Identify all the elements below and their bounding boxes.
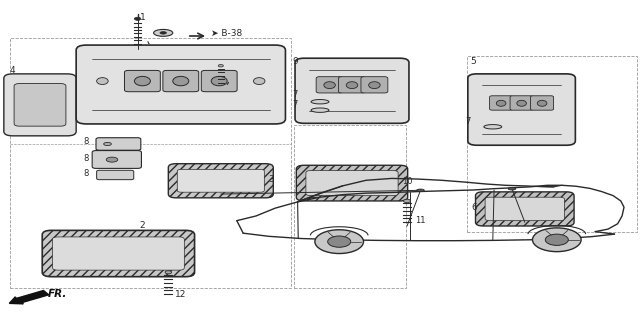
Text: 12: 12 (175, 290, 186, 299)
FancyBboxPatch shape (510, 96, 533, 110)
Bar (467, 56, 637, 232)
FancyArrow shape (10, 290, 49, 304)
FancyBboxPatch shape (201, 70, 237, 92)
Ellipse shape (160, 32, 166, 34)
Ellipse shape (538, 100, 547, 106)
FancyBboxPatch shape (316, 77, 343, 93)
FancyBboxPatch shape (306, 171, 398, 196)
Text: FR.: FR. (48, 289, 67, 299)
Ellipse shape (369, 82, 380, 89)
FancyBboxPatch shape (177, 169, 264, 192)
FancyBboxPatch shape (339, 77, 365, 93)
FancyBboxPatch shape (4, 74, 76, 136)
Text: 3: 3 (268, 175, 274, 184)
Text: 11: 11 (415, 216, 425, 225)
FancyBboxPatch shape (531, 96, 554, 110)
FancyBboxPatch shape (168, 164, 273, 198)
Ellipse shape (106, 157, 118, 162)
Text: 1: 1 (140, 13, 145, 22)
FancyBboxPatch shape (295, 58, 409, 123)
Ellipse shape (173, 76, 189, 86)
Ellipse shape (211, 76, 227, 86)
Ellipse shape (417, 189, 424, 192)
FancyBboxPatch shape (52, 237, 184, 270)
Ellipse shape (134, 17, 141, 20)
Ellipse shape (324, 82, 335, 89)
Ellipse shape (97, 78, 108, 85)
Ellipse shape (346, 82, 358, 89)
Circle shape (328, 236, 351, 247)
FancyBboxPatch shape (476, 192, 574, 226)
FancyBboxPatch shape (361, 77, 388, 93)
FancyBboxPatch shape (96, 138, 141, 150)
Ellipse shape (134, 76, 150, 86)
Text: 5: 5 (470, 57, 476, 66)
Ellipse shape (311, 100, 329, 104)
Bar (294, 125, 406, 288)
Ellipse shape (497, 100, 506, 106)
Ellipse shape (311, 108, 329, 112)
Circle shape (545, 234, 568, 245)
FancyBboxPatch shape (76, 45, 285, 124)
Ellipse shape (404, 199, 411, 203)
FancyBboxPatch shape (485, 197, 564, 221)
Text: 7: 7 (465, 117, 470, 126)
Circle shape (532, 228, 581, 252)
Ellipse shape (154, 29, 173, 36)
Text: 8: 8 (83, 169, 88, 178)
FancyBboxPatch shape (468, 74, 575, 145)
Text: 8: 8 (83, 136, 88, 146)
FancyBboxPatch shape (42, 230, 195, 277)
Text: 6: 6 (472, 203, 477, 212)
FancyBboxPatch shape (14, 84, 66, 126)
Ellipse shape (253, 78, 265, 85)
Text: 10: 10 (403, 177, 413, 186)
Ellipse shape (508, 187, 516, 190)
FancyBboxPatch shape (92, 151, 141, 168)
Text: 2: 2 (140, 221, 145, 230)
FancyBboxPatch shape (124, 70, 160, 92)
Ellipse shape (517, 100, 526, 106)
Ellipse shape (165, 271, 172, 274)
Circle shape (315, 230, 364, 254)
Ellipse shape (218, 64, 223, 67)
FancyBboxPatch shape (296, 165, 408, 201)
Text: 7: 7 (292, 100, 298, 109)
Text: 8: 8 (83, 154, 88, 163)
FancyBboxPatch shape (490, 96, 513, 110)
Text: 7: 7 (292, 90, 298, 99)
Text: ➤ B-38: ➤ B-38 (211, 29, 243, 38)
Text: 4: 4 (10, 66, 15, 75)
Ellipse shape (484, 125, 502, 129)
FancyBboxPatch shape (97, 170, 134, 180)
Text: 9: 9 (292, 57, 298, 66)
FancyBboxPatch shape (163, 70, 198, 92)
Bar (10, 38, 291, 288)
Ellipse shape (104, 142, 111, 146)
